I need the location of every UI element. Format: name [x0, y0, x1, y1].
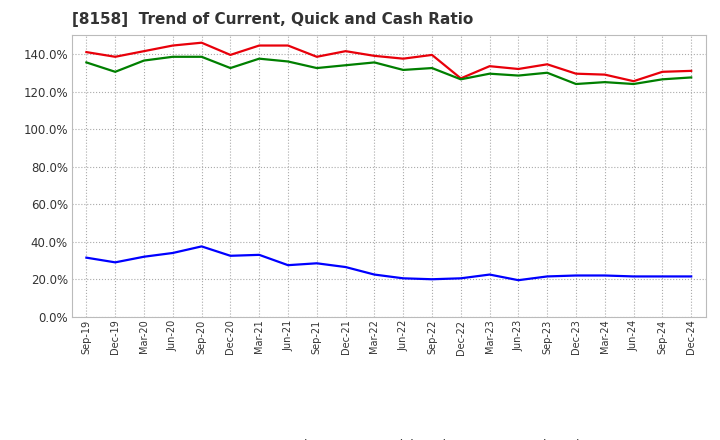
Line: Cash Ratio: Cash Ratio — [86, 246, 691, 280]
Current Ratio — [226, 52, 235, 58]
Quick Ratio — [687, 75, 696, 80]
Current Ratio — [312, 54, 321, 59]
Current Ratio — [600, 72, 609, 77]
Cash Ratio — [312, 260, 321, 266]
Cash Ratio — [226, 253, 235, 258]
Quick Ratio — [600, 80, 609, 85]
Quick Ratio — [312, 66, 321, 71]
Cash Ratio — [255, 252, 264, 257]
Quick Ratio — [456, 77, 465, 82]
Legend: Current Ratio, Quick Ratio, Cash Ratio: Current Ratio, Quick Ratio, Cash Ratio — [186, 434, 592, 440]
Quick Ratio — [226, 66, 235, 71]
Current Ratio — [456, 76, 465, 81]
Current Ratio — [255, 43, 264, 48]
Cash Ratio — [543, 274, 552, 279]
Quick Ratio — [428, 66, 436, 71]
Quick Ratio — [197, 54, 206, 59]
Current Ratio — [140, 48, 148, 54]
Current Ratio — [687, 68, 696, 73]
Current Ratio — [197, 40, 206, 45]
Current Ratio — [572, 71, 580, 76]
Current Ratio — [629, 79, 638, 84]
Current Ratio — [82, 49, 91, 55]
Cash Ratio — [111, 260, 120, 265]
Quick Ratio — [485, 71, 494, 76]
Quick Ratio — [140, 58, 148, 63]
Quick Ratio — [543, 70, 552, 75]
Cash Ratio — [600, 273, 609, 278]
Cash Ratio — [197, 244, 206, 249]
Cash Ratio — [399, 276, 408, 281]
Cash Ratio — [428, 277, 436, 282]
Cash Ratio — [572, 273, 580, 278]
Cash Ratio — [82, 255, 91, 260]
Cash Ratio — [168, 250, 177, 256]
Current Ratio — [399, 56, 408, 61]
Current Ratio — [543, 62, 552, 67]
Cash Ratio — [514, 278, 523, 283]
Current Ratio — [514, 66, 523, 72]
Quick Ratio — [255, 56, 264, 61]
Current Ratio — [111, 54, 120, 59]
Cash Ratio — [370, 272, 379, 277]
Text: [8158]  Trend of Current, Quick and Cash Ratio: [8158] Trend of Current, Quick and Cash … — [72, 12, 473, 27]
Current Ratio — [284, 43, 292, 48]
Line: Quick Ratio: Quick Ratio — [86, 57, 691, 84]
Quick Ratio — [341, 62, 350, 68]
Cash Ratio — [485, 272, 494, 277]
Current Ratio — [370, 53, 379, 59]
Cash Ratio — [456, 276, 465, 281]
Quick Ratio — [82, 60, 91, 65]
Cash Ratio — [140, 254, 148, 259]
Quick Ratio — [111, 69, 120, 74]
Quick Ratio — [399, 67, 408, 73]
Current Ratio — [168, 43, 177, 48]
Quick Ratio — [284, 59, 292, 64]
Cash Ratio — [341, 264, 350, 270]
Quick Ratio — [658, 77, 667, 82]
Current Ratio — [485, 63, 494, 69]
Cash Ratio — [658, 274, 667, 279]
Current Ratio — [428, 52, 436, 58]
Cash Ratio — [284, 263, 292, 268]
Quick Ratio — [572, 81, 580, 87]
Cash Ratio — [629, 274, 638, 279]
Cash Ratio — [687, 274, 696, 279]
Quick Ratio — [514, 73, 523, 78]
Line: Current Ratio: Current Ratio — [86, 43, 691, 81]
Current Ratio — [341, 48, 350, 54]
Quick Ratio — [629, 81, 638, 87]
Quick Ratio — [370, 60, 379, 65]
Current Ratio — [658, 69, 667, 74]
Quick Ratio — [168, 54, 177, 59]
